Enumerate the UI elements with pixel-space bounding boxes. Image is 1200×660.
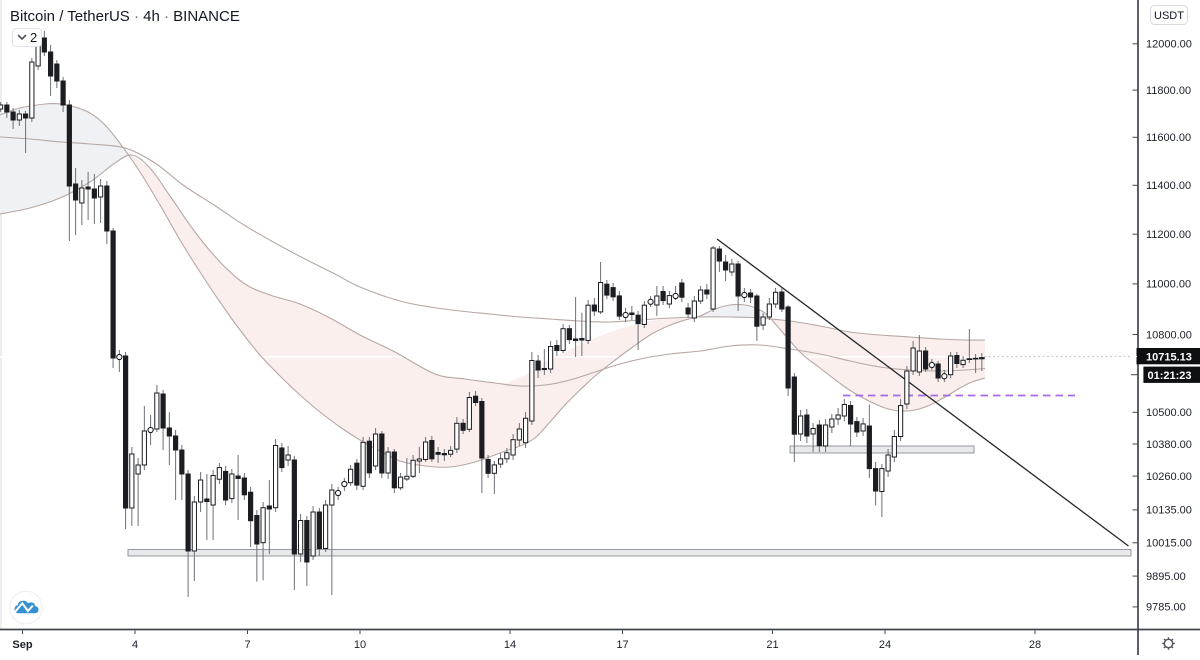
svg-text:11400.00: 11400.00 [1146, 180, 1191, 192]
svg-text:11000.00: 11000.00 [1146, 279, 1191, 291]
svg-text:28: 28 [1029, 639, 1041, 651]
svg-text:7: 7 [244, 639, 250, 651]
svg-text:10500.00: 10500.00 [1146, 407, 1192, 419]
svg-text:24: 24 [879, 639, 891, 651]
svg-text:USDT: USDT [1154, 10, 1184, 22]
svg-text:01:21:23: 01:21:23 [1148, 370, 1192, 382]
svg-text:10380.00: 10380.00 [1146, 439, 1192, 451]
svg-text:10800.00: 10800.00 [1146, 329, 1192, 341]
svg-text:10: 10 [354, 639, 366, 651]
svg-text:9895.00: 9895.00 [1146, 571, 1186, 583]
svg-text:Bitcoin / TetherUS · 4h · BINA: Bitcoin / TetherUS · 4h · BINANCE [10, 8, 240, 25]
svg-text:11200.00: 11200.00 [1146, 229, 1191, 241]
svg-text:11800.00: 11800.00 [1146, 85, 1191, 97]
svg-text:21: 21 [766, 639, 778, 651]
svg-text:2: 2 [30, 30, 37, 45]
svg-text:14: 14 [504, 639, 516, 651]
svg-text:10135.00: 10135.00 [1146, 505, 1192, 517]
svg-text:9785.00: 9785.00 [1146, 602, 1186, 614]
svg-text:12000.00: 12000.00 [1146, 39, 1192, 51]
svg-text:10715.13: 10715.13 [1146, 351, 1192, 363]
svg-text:17: 17 [616, 639, 628, 651]
svg-text:4: 4 [132, 639, 138, 651]
svg-text:Sep: Sep [12, 639, 32, 651]
svg-text:10015.00: 10015.00 [1146, 538, 1192, 550]
svg-text:11600.00: 11600.00 [1146, 132, 1191, 144]
svg-text:10260.00: 10260.00 [1146, 471, 1192, 483]
